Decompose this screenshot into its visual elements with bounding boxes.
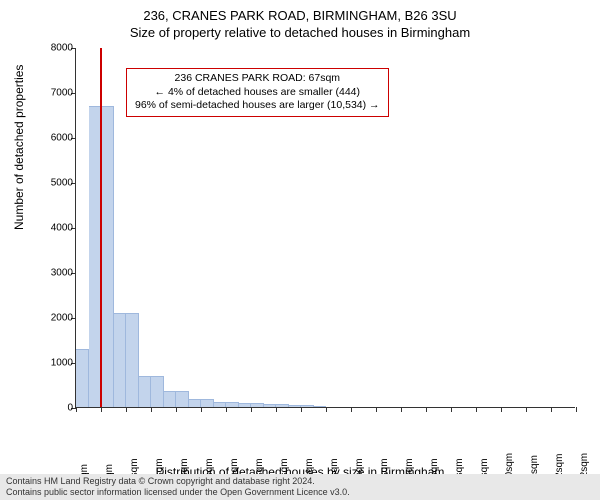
x-tick <box>401 407 402 412</box>
plot-area: 236 CRANES PARK ROAD: 67sqm ← 4% of deta… <box>75 48 575 408</box>
histogram-bar <box>201 399 214 407</box>
x-tick <box>151 407 152 412</box>
x-tick <box>126 407 127 412</box>
x-tick <box>301 407 302 412</box>
histogram-bar <box>251 403 264 407</box>
x-tick <box>426 407 427 412</box>
y-tick-label: 7000 <box>33 88 73 99</box>
property-marker-line <box>100 48 102 407</box>
histogram-bar <box>289 405 302 407</box>
x-tick <box>376 407 377 412</box>
x-tick <box>476 407 477 412</box>
x-tick <box>176 407 177 412</box>
y-tick-label: 2000 <box>33 313 73 324</box>
histogram-bar <box>276 404 289 407</box>
histogram-bar <box>114 313 127 408</box>
chart-title-sub: Size of property relative to detached ho… <box>0 23 600 40</box>
y-tick-label: 8000 <box>33 43 73 54</box>
footer-line1: Contains HM Land Registry data © Crown c… <box>6 476 594 487</box>
histogram-bar <box>314 406 327 407</box>
x-tick <box>551 407 552 412</box>
y-tick-label: 4000 <box>33 223 73 234</box>
histogram-bar <box>151 376 164 408</box>
annotation-box: 236 CRANES PARK ROAD: 67sqm ← 4% of deta… <box>126 68 389 117</box>
histogram-bar <box>139 376 152 408</box>
x-tick <box>251 407 252 412</box>
annotation-line1: 236 CRANES PARK ROAD: 67sqm <box>135 72 380 86</box>
x-tick <box>201 407 202 412</box>
y-tick-label: 1000 <box>33 358 73 369</box>
y-tick-label: 6000 <box>33 133 73 144</box>
histogram-bar <box>76 349 89 408</box>
histogram-bar <box>164 391 177 407</box>
histogram-bar <box>214 402 227 407</box>
x-tick <box>76 407 77 412</box>
footer: Contains HM Land Registry data © Crown c… <box>0 474 600 500</box>
y-tick-label: 5000 <box>33 178 73 189</box>
histogram-bar <box>126 313 139 408</box>
histogram-bar <box>264 404 277 407</box>
y-tick-label: 0 <box>33 403 73 414</box>
x-tick <box>526 407 527 412</box>
histogram-bar <box>189 399 202 407</box>
y-tick-label: 3000 <box>33 268 73 279</box>
histogram-bar <box>239 403 252 407</box>
x-tick <box>501 407 502 412</box>
x-tick <box>101 407 102 412</box>
x-tick <box>226 407 227 412</box>
footer-line2: Contains public sector information licen… <box>6 487 594 498</box>
chart-container: 236 CRANES PARK ROAD: 67sqm ← 4% of deta… <box>55 48 575 428</box>
x-tick <box>351 407 352 412</box>
y-axis-title: Number of detached properties <box>12 65 26 230</box>
x-tick <box>276 407 277 412</box>
annotation-line2: ← 4% of detached houses are smaller (444… <box>135 86 380 100</box>
histogram-bar <box>176 391 189 407</box>
histogram-bar <box>101 106 114 408</box>
chart-title-main: 236, CRANES PARK ROAD, BIRMINGHAM, B26 3… <box>0 0 600 23</box>
histogram-bar <box>226 402 239 407</box>
x-tick <box>576 407 577 412</box>
x-tick <box>326 407 327 412</box>
histogram-bar <box>301 405 314 407</box>
x-tick <box>451 407 452 412</box>
annotation-line3: 96% of semi-detached houses are larger (… <box>135 99 380 113</box>
